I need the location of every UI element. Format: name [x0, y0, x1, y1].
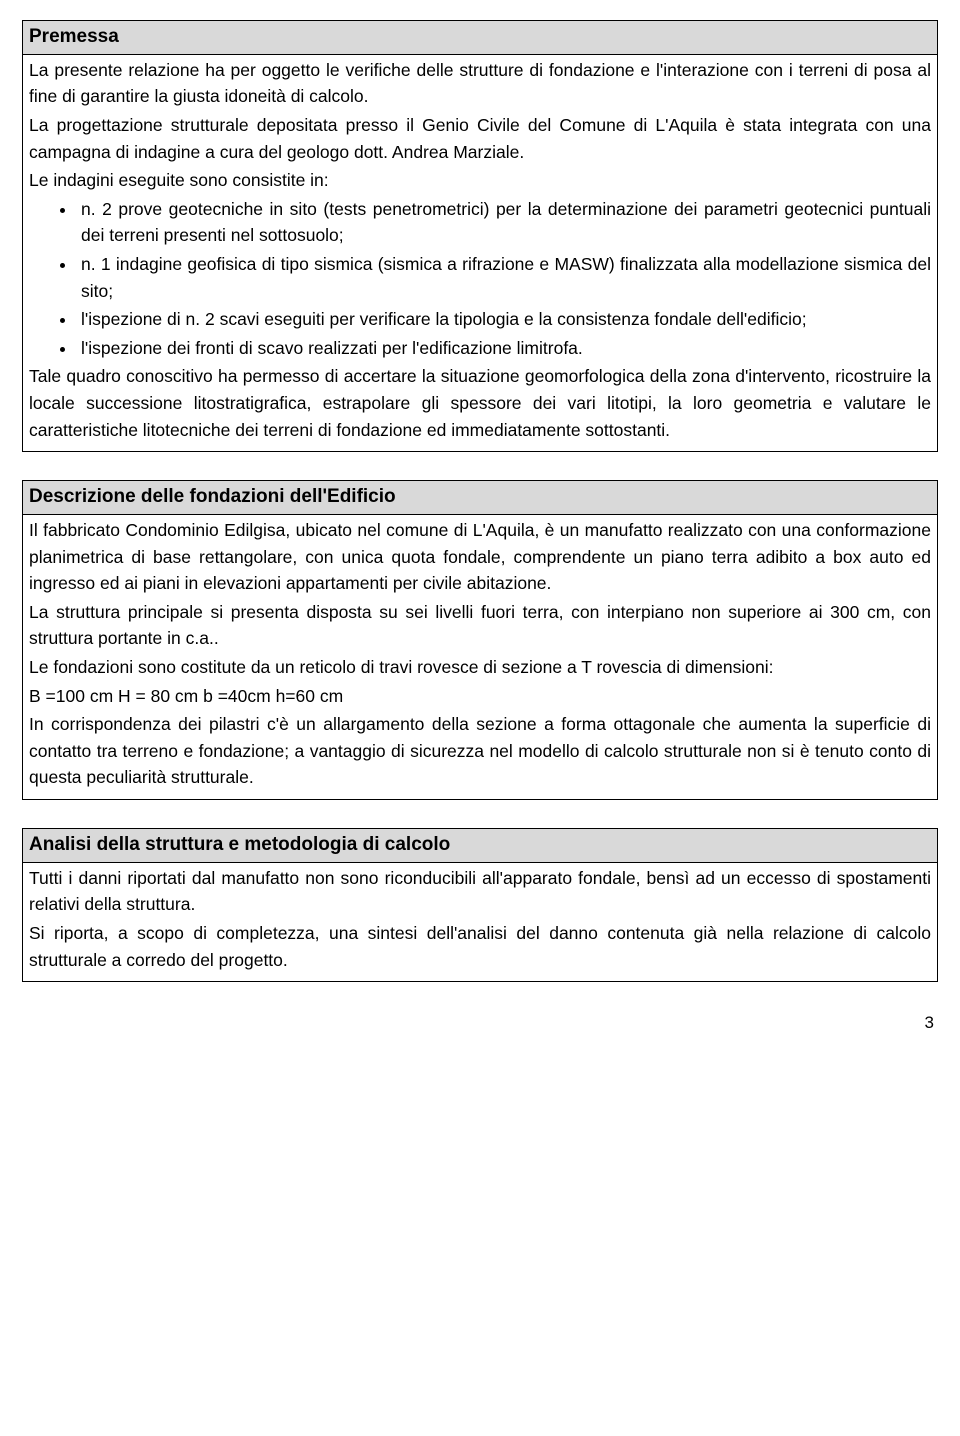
paragraph: Tutti i danni riportati dal manufatto no… [29, 865, 931, 918]
list-item: n. 1 indagine geofisica di tipo sismica … [77, 251, 931, 304]
section-title-analisi: Analisi della struttura e metodologia di… [23, 829, 937, 863]
paragraph: Tale quadro conoscitivo ha permesso di a… [29, 363, 931, 443]
section-body-analisi: Tutti i danni riportati dal manufatto no… [23, 863, 937, 981]
paragraph: Si riporta, a scopo di completezza, una … [29, 920, 931, 973]
paragraph: La progettazione strutturale depositata … [29, 112, 931, 165]
list-item: l'ispezione di n. 2 scavi eseguiti per v… [77, 306, 931, 333]
section-body-premessa: La presente relazione ha per oggetto le … [23, 55, 937, 451]
section-premessa: Premessa La presente relazione ha per og… [22, 20, 938, 452]
section-title-premessa: Premessa [23, 21, 937, 55]
paragraph: La presente relazione ha per oggetto le … [29, 57, 931, 110]
section-title-descrizione: Descrizione delle fondazioni dell'Edific… [23, 481, 937, 515]
list-item: l'ispezione dei fronti di scavo realizza… [77, 335, 931, 362]
section-analisi: Analisi della struttura e metodologia di… [22, 828, 938, 982]
paragraph: In corrispondenza dei pilastri c'è un al… [29, 711, 931, 791]
list-item: n. 2 prove geotecniche in sito (tests pe… [77, 196, 931, 249]
section-descrizione: Descrizione delle fondazioni dell'Edific… [22, 480, 938, 800]
bullet-list: n. 2 prove geotecniche in sito (tests pe… [29, 196, 931, 362]
page-number: 3 [22, 1010, 938, 1036]
paragraph: Le indagini eseguite sono consistite in: [29, 167, 931, 194]
paragraph: La struttura principale si presenta disp… [29, 599, 931, 652]
paragraph: Il fabbricato Condominio Edilgisa, ubica… [29, 517, 931, 597]
paragraph: B =100 cm H = 80 cm b =40cm h=60 cm [29, 683, 931, 710]
paragraph: Le fondazioni sono costitute da un retic… [29, 654, 931, 681]
section-body-descrizione: Il fabbricato Condominio Edilgisa, ubica… [23, 515, 937, 799]
